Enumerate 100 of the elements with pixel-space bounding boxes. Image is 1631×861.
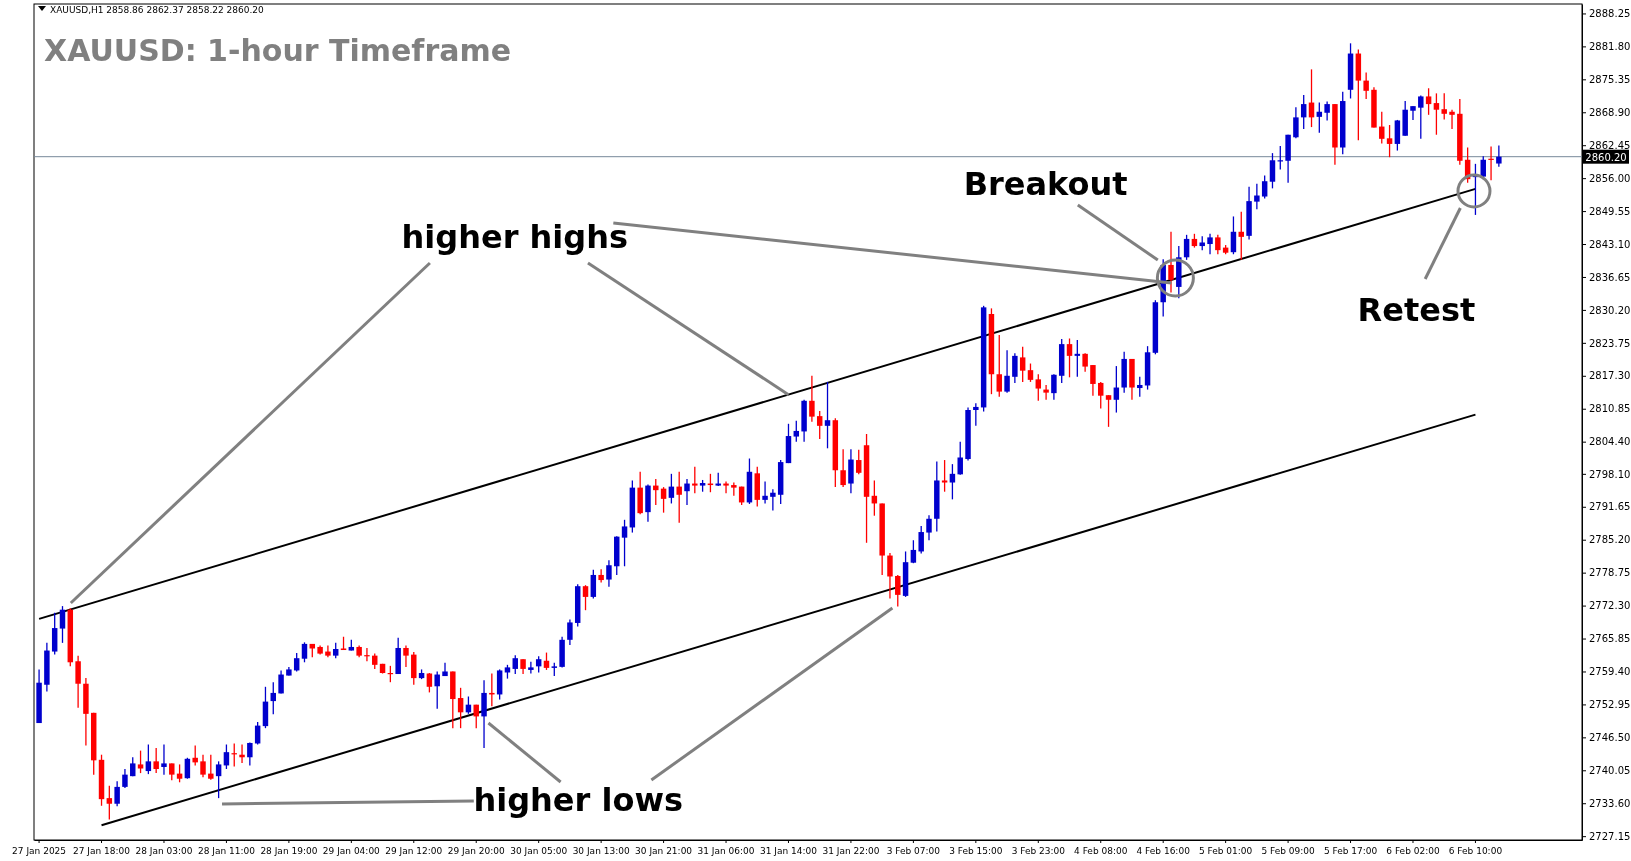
candlestick [723,480,729,494]
y-tick-label: 2752.95 [1589,699,1631,711]
candlestick [848,448,854,494]
candlestick [59,605,66,644]
y-tick-label: 2765.85 [1589,633,1631,645]
y-tick-label: 2817.30 [1589,370,1631,382]
y-tick-label: 2856.00 [1589,172,1631,184]
x-tick-label: 5 Feb 17:00 [1323,846,1378,857]
candlestick [895,574,901,608]
candlestick [1035,373,1042,402]
candlestick [434,670,440,710]
annotation: Retest [1357,291,1476,329]
x-tick-label: 3 Feb 23:00 [1011,846,1066,857]
candlestick [816,410,823,440]
candlestick [1066,337,1073,378]
candlestick [114,780,120,807]
candlestick [512,654,518,675]
candlestick [1012,352,1018,384]
y-tick-label: 2727.15 [1589,830,1631,842]
y-tick-label: 2862.45 [1589,139,1631,151]
y-tick-label: 2791.65 [1589,501,1631,513]
candlestick [1418,94,1424,140]
candlestick [293,652,300,673]
candlestick [918,525,924,555]
candlestick [137,749,144,774]
candlestick [1019,346,1026,383]
x-tick-label: 28 Jan 19:00 [260,846,318,857]
candlestick [1098,381,1104,410]
candlestick [996,334,1002,398]
candlestick [926,514,932,541]
candlestick [192,744,198,767]
candlestick [598,568,604,584]
candlestick [215,760,222,799]
text: XAUUSD: 1-hour Timeframe [44,33,512,68]
candlestick [856,449,862,475]
candlestick [496,668,503,701]
y-tick-label: 2804.40 [1589,436,1631,448]
candlestick [208,754,214,781]
candlestick [325,644,331,658]
candlestick [1082,352,1088,373]
annotation: higher lows [473,781,684,819]
y-tick-label: 2810.85 [1589,403,1631,415]
candlestick [1051,373,1057,401]
y-tick-label: 2759.40 [1589,666,1631,678]
x-tick-label: 30 Jan 21:00 [635,846,693,857]
y-tick-label: 2798.10 [1589,468,1631,480]
candlestick [1074,339,1081,378]
y-tick-label: 2778.75 [1589,567,1631,579]
x-tick-label: 28 Jan 11:00 [197,846,256,857]
x-tick-label: 3 Feb 15:00 [949,846,1003,857]
candlestick [106,785,113,821]
candlestick [1207,233,1213,255]
candlestick [457,687,464,729]
x-tick-label: 31 Jan 06:00 [697,846,755,857]
candlestick [1496,144,1502,168]
candlestick [1004,349,1010,394]
candlestick [145,743,152,775]
x-tick-label: 31 Jan 22:00 [822,846,880,857]
y-tick-label: 2772.30 [1589,600,1631,612]
candlestick [684,478,690,506]
candlestick [481,679,487,749]
x-tick-label: 29 Jan 12:00 [385,846,443,857]
candlestick [403,644,409,668]
candlestick [1363,71,1369,100]
candlestick [770,488,776,512]
candlestick [1269,152,1276,190]
ref-line-label: 2860.20 [1585,151,1627,163]
candlestick [941,459,948,493]
x-tick-label: 30 Jan 13:00 [572,846,630,857]
candlestick [1215,234,1221,255]
candlestick [1324,100,1330,122]
candlestick [692,466,698,494]
x-tick-label: 27 Jan 18:00 [73,846,131,857]
candlestick [824,381,831,449]
x-tick-label: 6 Feb 02:00 [1386,846,1440,857]
candlestick [1168,231,1174,294]
y-tick-label: 2830.20 [1589,304,1631,316]
candlestick [676,471,682,524]
candlestick [1183,234,1190,261]
candlestick [590,569,597,600]
candlestick [1410,105,1416,121]
candlestick [887,552,893,600]
x-tick-label: 29 Jan 04:00 [322,846,381,857]
y-tick-label: 2868.90 [1589,106,1631,118]
candlestick [567,618,573,646]
y-tick-label: 2746.50 [1589,732,1631,744]
candlestick [957,441,963,476]
candlestick [1394,119,1401,152]
x-tick-label: 29 Jan 20:00 [447,846,505,857]
y-tick-label: 2881.80 [1589,41,1631,53]
candlestick [247,741,253,767]
candlestick [840,448,846,488]
candlestick [1254,183,1260,210]
candlestick [668,473,675,505]
y-tick-label: 2849.55 [1589,205,1631,217]
candlestick [949,463,956,501]
candlestick [1027,362,1034,383]
chart-subtitle: XAUUSD,H1 2858.86 2862.37 2858.22 2860.20 [50,5,265,15]
candlestick [1441,92,1447,121]
candlestick [1433,92,1440,136]
